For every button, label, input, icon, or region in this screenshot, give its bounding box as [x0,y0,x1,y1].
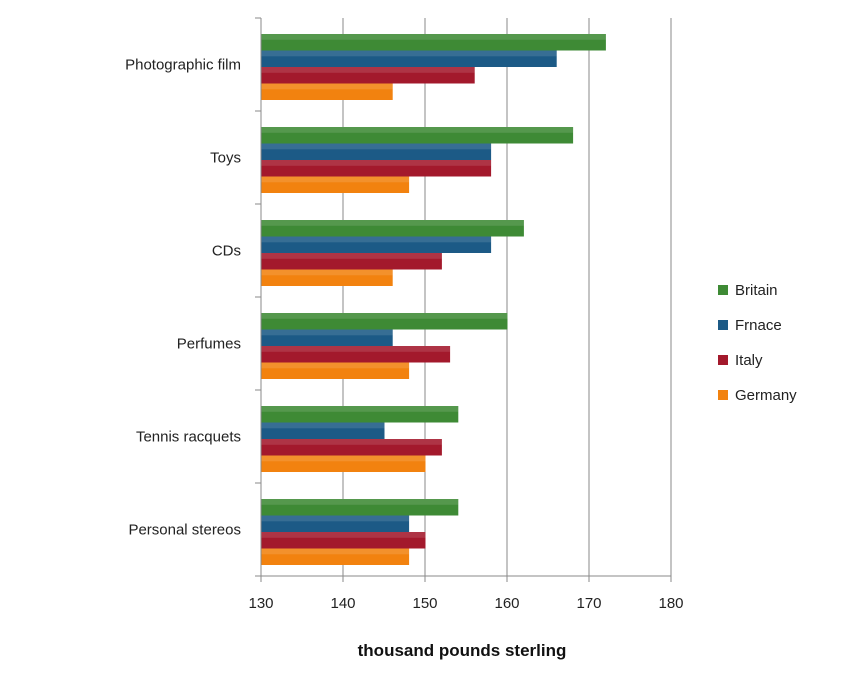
bar-frnace [261,236,492,253]
legend-swatch-frnace [718,320,728,330]
category-labels: Photographic film Toys CDs Perfumes Tennis r… [125,57,241,539]
legend-label: Germany [735,387,797,404]
bar-highlight [261,548,410,555]
bar-highlight [261,220,524,226]
bar-highlight [261,532,426,538]
bar-highlight [261,143,492,150]
x-axis-label: thousand pounds sterling [358,641,567,660]
x-tick-label: 160 [494,595,519,612]
bar-highlight [261,176,410,183]
x-tick-labels: 130 140 150 160 170 180 [248,595,683,612]
bar-highlight [261,422,385,429]
bars [261,34,606,565]
x-tick-label: 150 [412,595,437,612]
bar-frnace [261,515,410,532]
legend-label: Frnace [735,317,782,334]
bar-italy [261,346,451,363]
bar-germany [261,83,393,100]
bar-germany [261,362,410,379]
category-label: Photographic film [125,57,241,74]
bar-highlight [261,50,557,57]
legend-label: Britain [735,282,778,299]
x-tick-label: 130 [248,595,273,612]
bar-italy [261,253,442,270]
axes [255,17,672,582]
bar-highlight [261,439,442,445]
legend-label: Italy [735,352,763,369]
bar-highlight [261,269,393,276]
category-label: Personal stereos [128,522,241,539]
bar-highlight [261,253,442,259]
bar-germany [261,269,393,286]
bar-highlight [261,313,508,319]
bar-frnace [261,422,385,439]
bar-highlight [261,499,459,505]
bar-highlight [261,83,393,90]
category-label: Tennis racquets [136,429,241,446]
bar-frnace [261,329,393,346]
bar-britain [261,499,459,516]
bar-highlight [261,455,426,462]
bar-germany [261,548,410,565]
bar-highlight [261,406,459,412]
x-tick-label: 170 [576,595,601,612]
bar-highlight [261,515,410,522]
bar-highlight [261,362,410,369]
bar-italy [261,67,475,84]
category-label: CDs [212,243,241,260]
bar-italy [261,160,492,177]
bar-highlight [261,67,475,73]
bar-highlight [261,160,492,166]
x-tick-label: 140 [330,595,355,612]
category-label: Toys [210,150,241,167]
bar-britain [261,34,606,51]
category-label: Perfumes [177,336,241,353]
gridlines [342,18,672,576]
bar-highlight [261,127,574,133]
bar-britain [261,127,574,144]
x-tick-label: 180 [658,595,683,612]
bar-highlight [261,34,606,40]
bar-frnace [261,50,557,67]
legend-swatch-britain [718,285,728,295]
bar-highlight [261,346,451,352]
bar-italy [261,439,442,456]
bar-frnace [261,143,492,160]
legend-swatch-germany [718,390,728,400]
legend-swatch-italy [718,355,728,365]
bar-britain [261,313,508,330]
legend: Britain Frnace Italy Germany [718,282,797,404]
bar-italy [261,532,426,549]
bar-britain [261,406,459,423]
bar-highlight [261,236,492,243]
bar-highlight [261,329,393,336]
bar-germany [261,176,410,193]
bar-britain [261,220,524,237]
bar-germany [261,455,426,472]
